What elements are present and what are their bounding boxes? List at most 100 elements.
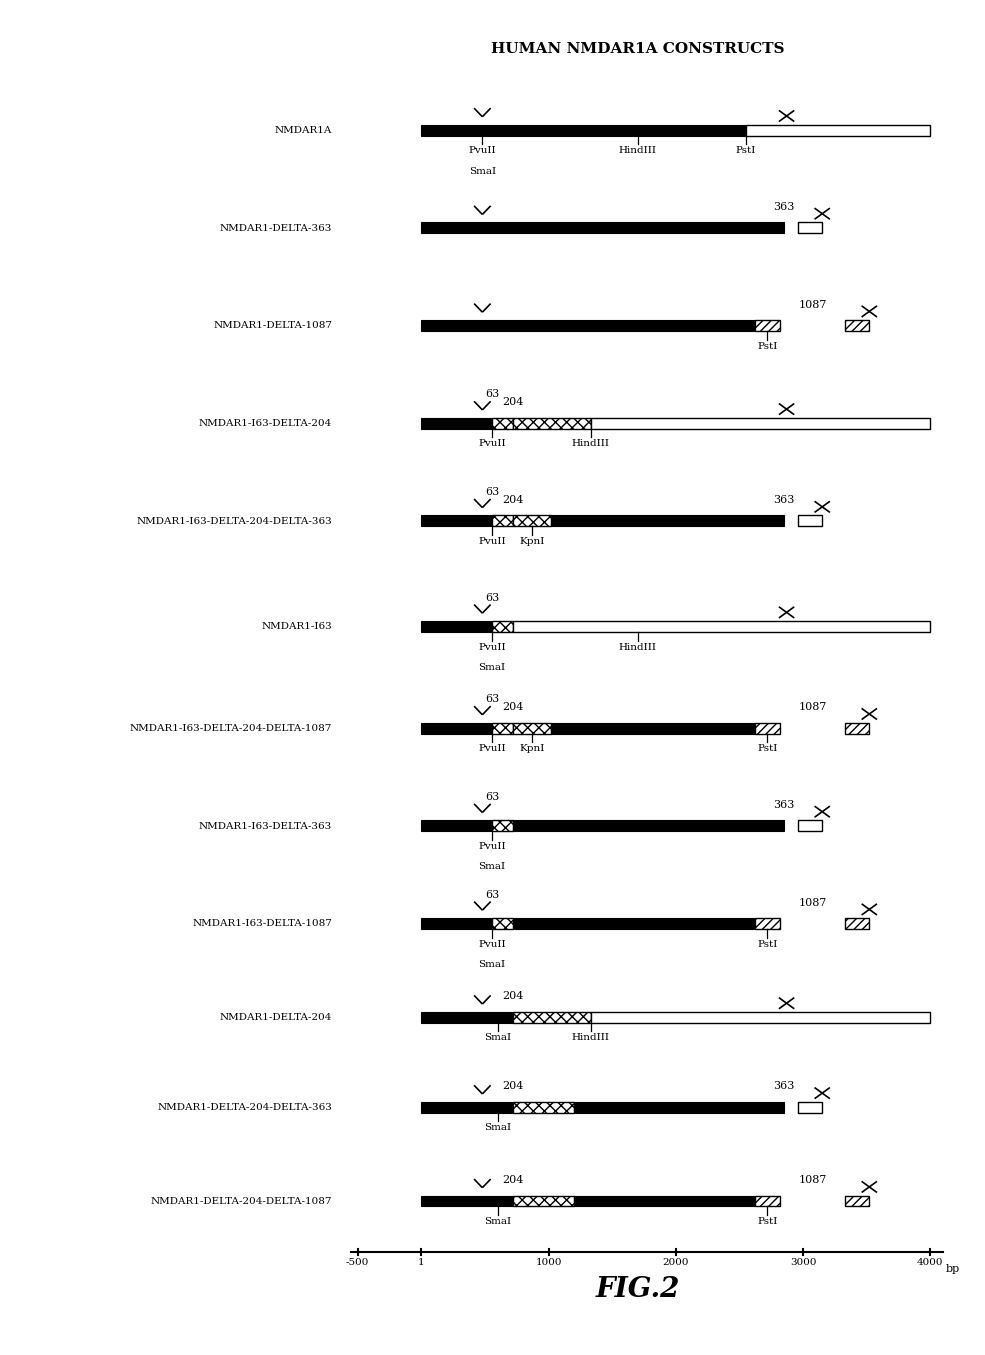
Text: SmaI: SmaI (484, 1033, 511, 1042)
Text: 1087: 1087 (798, 702, 826, 711)
Text: NMDAR1-DELTA-204-DELTA-363: NMDAR1-DELTA-204-DELTA-363 (158, 1103, 332, 1111)
Bar (590, 419, 930, 430)
Text: 1087: 1087 (798, 897, 826, 908)
Text: 1087: 1087 (798, 299, 826, 309)
Text: NMDAR1-DELTA-204-DELTA-1087: NMDAR1-DELTA-204-DELTA-1087 (151, 1196, 332, 1206)
Text: NMDAR1-DELTA-1087: NMDAR1-DELTA-1087 (213, 321, 332, 331)
Bar (422, 125, 746, 136)
Text: PstI: PstI (736, 146, 755, 154)
Text: PstI: PstI (756, 939, 777, 948)
Bar (551, 722, 755, 734)
Bar (422, 722, 492, 734)
Text: PvuII: PvuII (478, 537, 505, 546)
Text: HindIII: HindIII (619, 146, 656, 154)
Text: -500: -500 (346, 1257, 369, 1267)
Text: SmaI: SmaI (478, 862, 505, 871)
Text: HindIII: HindIII (619, 642, 656, 652)
Bar (513, 419, 590, 430)
Text: 4000: 4000 (917, 1257, 944, 1267)
Bar (513, 516, 551, 527)
Text: 204: 204 (502, 702, 523, 711)
Bar (492, 821, 512, 832)
Text: 63: 63 (485, 592, 498, 603)
Bar (492, 722, 512, 734)
Text: NMDAR1-I63-DELTA-204: NMDAR1-I63-DELTA-204 (199, 419, 332, 428)
Bar (422, 1195, 512, 1206)
Text: 363: 363 (773, 495, 794, 505)
Text: 204: 204 (502, 495, 523, 505)
Text: 3000: 3000 (790, 1257, 816, 1267)
Text: 63: 63 (485, 694, 498, 705)
Text: bp: bp (946, 1264, 959, 1274)
Bar (798, 1102, 821, 1112)
Bar (422, 419, 492, 430)
Bar (845, 919, 869, 930)
Bar (422, 1012, 512, 1023)
Bar (422, 516, 492, 527)
Text: NMDAR1-I63-DELTA-1087: NMDAR1-I63-DELTA-1087 (192, 919, 332, 928)
Bar (755, 919, 780, 930)
Bar (492, 621, 512, 633)
Bar (422, 1102, 512, 1112)
Bar (422, 222, 784, 233)
Text: PvuII: PvuII (478, 642, 505, 652)
Text: 363: 363 (773, 799, 794, 809)
Text: PvuII: PvuII (468, 146, 496, 154)
Text: 63: 63 (485, 791, 498, 802)
Text: 2000: 2000 (662, 1257, 689, 1267)
Text: 63: 63 (485, 889, 498, 900)
Text: SmaI: SmaI (484, 1123, 511, 1131)
Text: 63: 63 (485, 389, 498, 400)
Bar (513, 919, 755, 930)
Bar (422, 320, 755, 332)
Bar (492, 516, 512, 527)
Text: NMDAR1-I63-DELTA-204-DELTA-363: NMDAR1-I63-DELTA-204-DELTA-363 (136, 516, 332, 526)
Text: SmaI: SmaI (469, 167, 495, 175)
Text: 1000: 1000 (535, 1257, 561, 1267)
Bar (845, 722, 869, 734)
Bar (746, 125, 930, 136)
Text: NMDAR1-I63-DELTA-204-DELTA-1087: NMDAR1-I63-DELTA-204-DELTA-1087 (130, 724, 332, 733)
Bar (590, 1012, 930, 1023)
Text: PvuII: PvuII (478, 939, 505, 948)
Text: NMDAR1-I63: NMDAR1-I63 (261, 622, 332, 631)
Bar (513, 722, 551, 734)
Text: 63: 63 (485, 486, 498, 497)
Bar (573, 1102, 784, 1112)
Text: NMDAR1-DELTA-363: NMDAR1-DELTA-363 (220, 224, 332, 233)
Text: HindIII: HindIII (571, 1033, 610, 1042)
Bar (798, 821, 821, 832)
Text: SmaI: SmaI (478, 959, 505, 969)
Text: NMDAR1-I63-DELTA-363: NMDAR1-I63-DELTA-363 (199, 821, 332, 831)
Text: PstI: PstI (756, 1217, 777, 1226)
Bar (513, 1012, 590, 1023)
Bar (755, 722, 780, 734)
Text: SmaI: SmaI (478, 663, 505, 672)
Text: PvuII: PvuII (478, 439, 505, 449)
Text: PvuII: PvuII (478, 744, 505, 753)
Bar (492, 419, 512, 430)
Text: NMDAR1-DELTA-204: NMDAR1-DELTA-204 (220, 1014, 332, 1022)
Bar (845, 1195, 869, 1206)
Bar (755, 1195, 780, 1206)
Text: PvuII: PvuII (478, 841, 505, 851)
Bar (422, 821, 492, 832)
Text: KpnI: KpnI (519, 744, 545, 753)
Bar (422, 621, 492, 633)
Text: SmaI: SmaI (484, 1217, 511, 1226)
Text: 1087: 1087 (798, 1175, 826, 1184)
Bar (513, 1102, 573, 1112)
Text: 204: 204 (502, 397, 523, 406)
Text: HindIII: HindIII (571, 439, 610, 449)
Text: 204: 204 (502, 1175, 523, 1184)
Text: 204: 204 (502, 1081, 523, 1091)
Bar (513, 1195, 573, 1206)
Text: NMDAR1A: NMDAR1A (275, 126, 332, 136)
Bar (422, 919, 492, 930)
Text: PstI: PstI (756, 341, 777, 351)
Text: 204: 204 (502, 991, 523, 1001)
Text: 363: 363 (773, 202, 794, 211)
Bar (513, 821, 784, 832)
Bar (551, 516, 784, 527)
Text: HUMAN NMDAR1A CONSTRUCTS: HUMAN NMDAR1A CONSTRUCTS (491, 42, 784, 57)
